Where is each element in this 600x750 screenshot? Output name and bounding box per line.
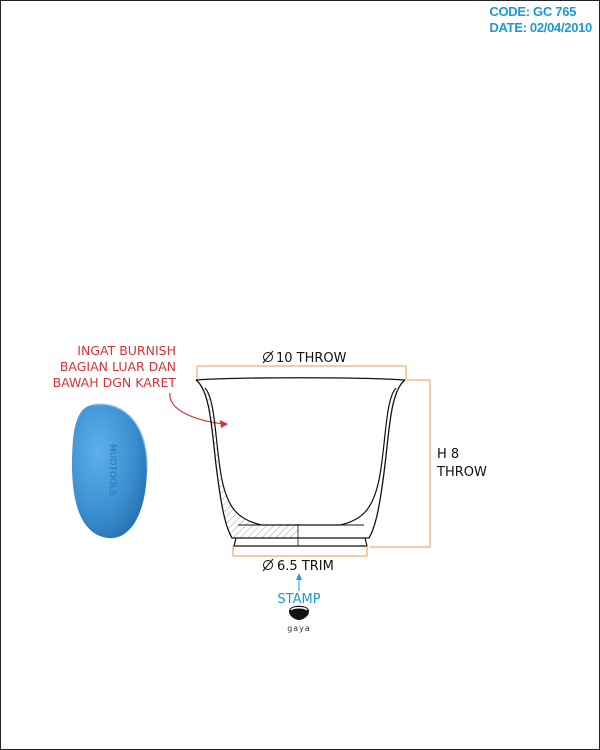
burnish-note: INGAT BURNISH BAGIAN LUAR DAN BAWAH DGN …: [53, 343, 177, 390]
rubber-rib-tool: MUDTOOLS: [72, 404, 147, 538]
stamp-arrow: [296, 573, 302, 591]
burnish-note-line-3: BAWAH DGN KARET: [53, 375, 177, 390]
gaya-logo: gaya: [287, 606, 311, 633]
height-dimension: [370, 380, 430, 547]
cup-profile: [196, 378, 405, 546]
height-text-line-2: THROW: [436, 465, 487, 480]
burnish-note-line-2: BAGIAN LUAR DAN: [60, 359, 176, 374]
foot-diameter-dimension: [233, 546, 367, 556]
top-diameter-label: 10 THROW: [263, 351, 347, 366]
stamp-label: STAMP: [277, 592, 320, 607]
height-text-line-1: H 8: [437, 447, 459, 462]
height-label: H 8 THROW: [436, 447, 487, 480]
foot-diameter-text: 6.5 TRIM: [277, 559, 334, 574]
rib-imprint-text: MUDTOOLS: [107, 444, 117, 496]
burnish-arrow: [170, 393, 228, 428]
gaya-logo-text: gaya: [287, 624, 311, 633]
burnish-note-line-1: INGAT BURNISH: [77, 343, 176, 358]
foot-diameter-label: 6.5 TRIM: [263, 559, 334, 574]
top-diameter-text: 10 THROW: [276, 351, 347, 366]
